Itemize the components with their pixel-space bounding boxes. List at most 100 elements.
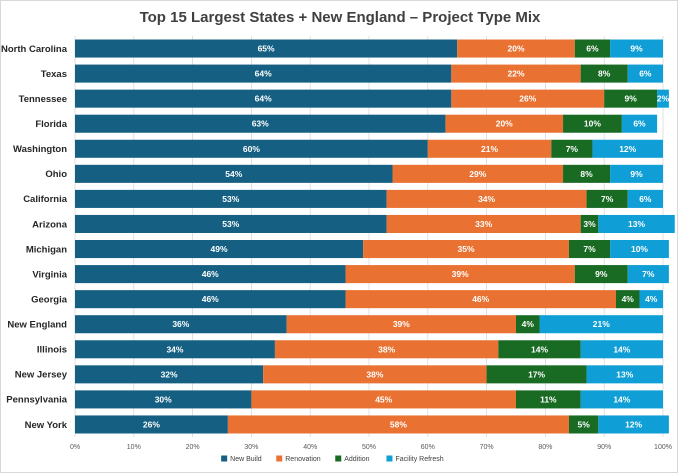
data-label: 7%: [601, 194, 614, 204]
data-label: 4%: [622, 294, 635, 304]
bars: 65% 20% 6% 9% 64% 22% 8% 6% 64% 26% 9% 2% 63% 20% 10% 6…: [75, 39, 675, 434]
data-label: 17%: [528, 369, 545, 379]
data-label: 4%: [522, 319, 535, 329]
data-label: 14%: [531, 344, 548, 354]
data-label: 36%: [172, 319, 189, 329]
data-label: 38%: [378, 344, 395, 354]
bar-segment: [627, 64, 663, 83]
x-tick-label: 60%: [421, 444, 435, 451]
data-label: 60%: [243, 144, 260, 154]
bar-segment: [563, 114, 622, 133]
bar-segment: [574, 39, 611, 58]
bar-segment: [75, 164, 393, 183]
bar-segment: [539, 315, 663, 334]
bar-segment: [75, 114, 446, 133]
bar-segment: [75, 390, 252, 409]
data-label: 53%: [222, 219, 239, 229]
category-label: Pennsylvania: [6, 395, 67, 406]
data-label: 12%: [619, 144, 636, 154]
bar-segment: [75, 265, 346, 284]
bar-segment: [75, 415, 228, 434]
data-label: 46%: [472, 294, 489, 304]
data-label: 6%: [639, 194, 652, 204]
category-label: Georgia: [31, 294, 68, 305]
data-label: 32%: [161, 369, 178, 379]
data-label: 21%: [593, 319, 610, 329]
legend-swatch: [276, 455, 283, 462]
bar-segment: [75, 214, 387, 233]
bar-segment: [75, 39, 458, 58]
data-label: 46%: [202, 294, 219, 304]
x-tick-label: 0%: [70, 444, 80, 451]
data-label: 29%: [469, 169, 486, 179]
data-label: 6%: [639, 69, 652, 79]
bar-segment: [580, 214, 599, 233]
bar-segment: [568, 415, 599, 434]
bar-segment: [574, 265, 628, 284]
bar-segment: [75, 89, 452, 108]
legend-label: New Build: [230, 456, 262, 463]
bar-segment: [621, 114, 658, 133]
data-label: 54%: [225, 169, 242, 179]
data-label: 2%: [657, 94, 670, 104]
data-label: 9%: [625, 94, 638, 104]
bar-segment: [563, 164, 611, 183]
data-label: 7%: [642, 269, 655, 279]
bar-segment: [345, 265, 575, 284]
data-label: 64%: [255, 69, 272, 79]
x-tick-label: 40%: [303, 444, 317, 451]
bar-segment: [75, 139, 428, 158]
category-label: Michigan: [26, 244, 67, 255]
data-label: 6%: [586, 44, 599, 54]
data-label: 46%: [202, 269, 219, 279]
bar-segment: [516, 315, 540, 334]
bar-segment: [610, 39, 663, 58]
data-label: 8%: [580, 169, 593, 179]
data-label: 45%: [375, 394, 392, 404]
bar-segment: [75, 240, 364, 259]
bar-segment: [516, 390, 581, 409]
data-label: 10%: [631, 244, 648, 254]
bar-segment: [598, 415, 669, 434]
bar-segment: [580, 340, 663, 359]
bar-segment: [286, 315, 516, 334]
data-label: 11%: [540, 394, 557, 404]
x-axis-ticks: 0% 10% 20% 30% 40% 50% 60% 70% 80% 90% 100%: [70, 444, 672, 451]
legend: New Build Renovation Addition Facility Refr…: [221, 455, 444, 463]
data-label: 53%: [222, 194, 239, 204]
chart-title: Top 15 Largest States + New England – Pr…: [140, 9, 541, 26]
category-label: California: [23, 194, 68, 205]
data-label: 10%: [584, 119, 601, 129]
bar-segment: [274, 340, 499, 359]
bar-segment: [227, 415, 569, 434]
data-label: 13%: [628, 219, 645, 229]
bar-segment: [75, 64, 452, 83]
category-label: Tennessee: [19, 94, 67, 105]
data-label: 39%: [452, 269, 469, 279]
bar-segment: [345, 290, 616, 309]
legend-swatch: [335, 455, 342, 462]
data-label: 7%: [566, 144, 579, 154]
data-label: 35%: [458, 244, 475, 254]
bar-segment: [75, 189, 387, 208]
category-label: Ohio: [45, 169, 67, 180]
bar-segment: [75, 290, 346, 309]
data-label: 20%: [507, 44, 524, 54]
x-tick-label: 50%: [362, 444, 376, 451]
data-label: 38%: [366, 369, 383, 379]
data-label: 14%: [613, 394, 630, 404]
bar-segment: [627, 265, 669, 284]
legend-swatch: [221, 455, 228, 462]
bar-segment: [427, 139, 552, 158]
category-label: Washington: [13, 144, 67, 155]
x-tick-label: 10%: [127, 444, 141, 451]
data-label: 33%: [475, 219, 492, 229]
data-label: 26%: [519, 94, 536, 104]
bar-segment: [75, 365, 264, 384]
x-tick-label: 20%: [186, 444, 200, 451]
data-label: 26%: [143, 419, 160, 429]
category-label: Texas: [41, 69, 67, 80]
bar-segment: [498, 340, 581, 359]
bar-segment: [568, 240, 611, 259]
